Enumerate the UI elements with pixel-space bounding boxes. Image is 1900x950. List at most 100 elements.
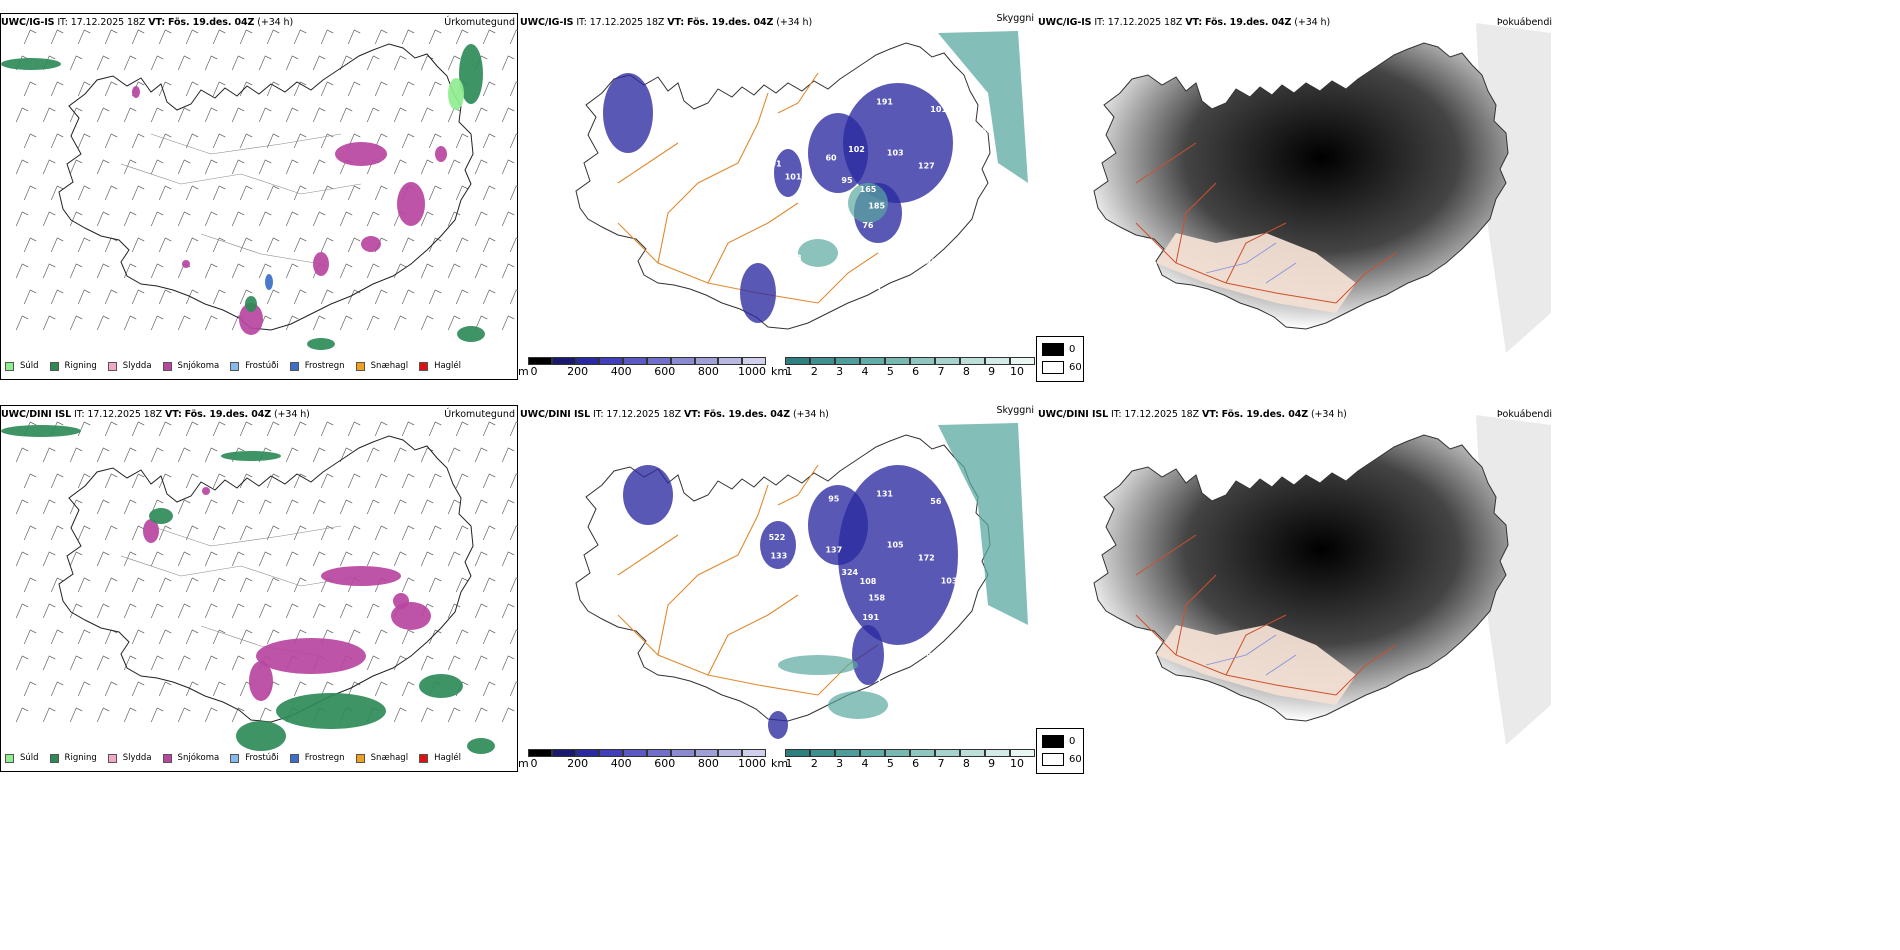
colorbar-tick: 400 [610,365,632,378]
visibility-value-label: 63 [817,585,828,594]
precip-area [221,451,281,461]
wind-barb [239,185,253,201]
wind-barb [293,81,307,97]
wind-barb [96,315,110,331]
wind-barb [69,707,83,723]
visibility-value-label: 131 [876,489,893,498]
wind-barb [455,629,469,645]
wind-barb [42,263,56,279]
wind-barb [393,107,407,123]
wind-barb [428,133,442,149]
wind-barb [77,421,91,437]
wind-barb [231,707,245,723]
wind-barb [150,107,164,123]
wind-barb [501,655,515,671]
visibility-panel-top: 95 154 98 142 101 103 143 107 165 162 191 144 91 127 8… [518,13,1036,380]
legend-label: Snæhagl [370,753,409,763]
wind-barb [131,185,145,201]
wind-barb [374,681,388,697]
wind-barb [239,525,253,541]
wind-barb [509,185,519,201]
colorbar-tick: 7 [937,365,945,378]
wind-barb [474,499,488,515]
legend-swatch [49,361,59,371]
wind-barb [23,185,37,201]
wind-barb [69,159,83,175]
wind-barb [104,29,118,45]
wind-barb [293,421,307,437]
precip-area [361,236,381,252]
wind-barb [258,211,272,227]
wind-barb [177,551,191,567]
wind-barb [509,133,519,149]
visibility-value-label: 76 [862,221,874,230]
colorbar-segment [860,357,885,365]
cloudbase-area [843,83,953,203]
precip-label-top: Úrkomutegund [444,17,515,28]
wind-barb [428,473,442,489]
wind-barb [104,289,118,305]
wind-barb [474,263,488,279]
wind-barb [312,107,326,123]
precip-area [419,674,463,698]
colorbar-segment [718,749,743,757]
visibility-value-label: 108 [860,577,877,586]
wind-barb [77,289,91,305]
wind-barb [258,707,272,723]
wind-barb [123,447,137,463]
legend-label: Haglél [434,361,462,371]
road-lines [120,133,362,265]
wind-barb [177,707,191,723]
wind-barb [204,55,218,71]
wind-barb [447,447,461,463]
wind-barb [77,237,91,253]
wind-barb [285,107,299,123]
precip-area [182,260,190,268]
wind-barb [77,681,91,697]
wind-barb [150,263,164,279]
wind-barb [150,315,164,331]
wind-barb [266,289,280,305]
colorbar-segment [985,749,1010,757]
precip-area [249,661,273,701]
visibility-map-top: 95 154 98 142 101 103 143 107 165 162 191 144 91 127 8… [575,31,1028,330]
wind-barb [420,447,434,463]
wind-barb [447,315,461,331]
precip-area [459,44,483,104]
wind-barb [312,603,326,619]
wind-barb [69,499,83,515]
wind-barb [50,237,64,253]
wind-barb [69,447,83,463]
wind-barb [293,681,307,697]
wind-barb [231,551,245,567]
wind-barb [212,81,226,97]
legend-swatch [289,753,299,763]
wind-barb [266,473,280,489]
colorbar-segment [810,749,835,757]
wind-barb [428,185,442,201]
wind-barb [258,603,272,619]
colorbar-segment [528,357,552,365]
wind-barb [50,681,64,697]
colorbar-segment [785,357,810,365]
visibility-label-bottom: Skyggni [996,405,1034,416]
wind-barb [23,81,37,97]
wind-barb [96,211,110,227]
visibility-title-top: UWC/IG-IS IT: 17.12.2025 18Z VT: Fös. 19… [520,17,813,28]
colorbar-segment [670,749,695,757]
wind-barb [96,707,110,723]
legend-item: Rigning [49,361,97,371]
legend-label: Haglél [434,753,462,763]
wind-barb [150,159,164,175]
wind-barb [374,133,388,149]
wind-barb [285,551,299,567]
colorbar-tick: 800 [697,365,719,378]
wind-barb [501,55,515,71]
colorbar-tick: 0 [530,365,538,378]
colorbar-segment [910,749,935,757]
wind-barb [401,133,415,149]
colorbar-segment [623,357,647,365]
wind-barb [239,629,253,645]
colorbar-segment [647,357,671,365]
visibility-value-label: 142 [920,258,937,267]
